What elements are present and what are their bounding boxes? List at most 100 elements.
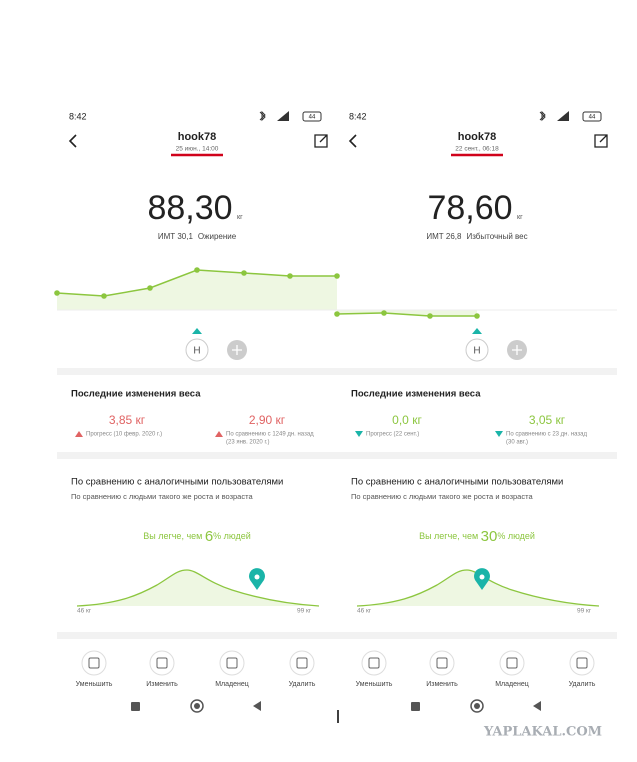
separator <box>57 452 337 459</box>
bmi-line: ИМТ 30,1 Ожирение <box>158 232 237 241</box>
action-label[interactable]: Уменьшить <box>76 681 113 688</box>
pin-icon <box>254 574 260 580</box>
marker-pointer <box>472 328 482 334</box>
marker-pointer <box>192 328 202 334</box>
history-point <box>147 285 153 291</box>
change-note: По сравнению с 1249 дн. назад <box>226 432 314 438</box>
result-text: % людей <box>497 531 535 541</box>
result-text: Вы легче, чем <box>143 531 205 541</box>
back-button[interactable] <box>68 134 77 148</box>
signal-icon <box>277 111 289 121</box>
history-point <box>101 293 107 299</box>
result-text: Вы легче, чем <box>419 531 481 541</box>
history-point <box>427 313 433 319</box>
battery <box>582 111 602 122</box>
change-note: Прогресс (22 сент.) <box>366 432 419 438</box>
change-value: 3,05 кг <box>529 413 566 427</box>
change-direction <box>215 431 223 437</box>
bmi-line: ИМТ 26,8 Избыточный вес <box>426 232 527 241</box>
add-icon <box>512 345 522 355</box>
action-label[interactable]: Удалить <box>569 681 596 688</box>
battery <box>302 111 322 122</box>
phone-screen: 8:42 44 hook78 22 сент., 06:18 78,60 кг ИМТ 26… <box>334 110 617 713</box>
separator <box>57 632 337 639</box>
change-value: 2,90 кг <box>249 413 286 427</box>
action-glyph <box>436 657 448 669</box>
add-icon <box>232 345 242 355</box>
separator <box>57 368 337 375</box>
result-percent: 30 <box>481 528 498 545</box>
action-icon[interactable] <box>149 650 175 676</box>
share-button[interactable] <box>594 134 608 148</box>
comparison-result: Вы легче, чем 6% людей <box>143 528 251 545</box>
user-marker[interactable] <box>465 338 489 362</box>
separator <box>337 632 617 639</box>
action-glyph <box>368 657 380 669</box>
history-point <box>54 290 60 296</box>
history-point <box>381 310 387 316</box>
status-time: 8:42 <box>349 111 367 121</box>
nav-recent[interactable] <box>131 702 140 711</box>
action-glyph <box>226 657 238 669</box>
range-min: 46 кг <box>77 608 92 615</box>
action-icon[interactable] <box>569 650 595 676</box>
action-icon[interactable] <box>361 650 387 676</box>
battery-level: 44 <box>309 115 316 121</box>
action-label[interactable]: Уменьшить <box>356 681 393 688</box>
action-icon[interactable] <box>289 650 315 676</box>
nav-home[interactable] <box>190 699 204 713</box>
action-icon[interactable] <box>81 650 107 676</box>
action-label[interactable]: Младенец <box>215 681 249 688</box>
nav-home-dot <box>194 703 200 709</box>
nav-back[interactable] <box>253 701 261 711</box>
nav-home-dot <box>474 703 480 709</box>
bluetooth-icon <box>259 110 266 122</box>
section-title: Последние изменения веса <box>71 389 201 400</box>
distribution-curve <box>76 569 320 607</box>
nav-back[interactable] <box>533 701 541 711</box>
action-glyph <box>156 657 168 669</box>
comparison-result: Вы легче, чем 30% людей <box>419 528 535 545</box>
range-max: 99 кг <box>297 608 312 615</box>
history-point <box>287 273 293 279</box>
nav-recent[interactable] <box>411 702 420 711</box>
measure-date: 22 сент., 06:18 <box>455 146 499 153</box>
action-icon[interactable] <box>499 650 525 676</box>
nav-home[interactable] <box>470 699 484 713</box>
range-min: 46 кг <box>357 608 372 615</box>
history-point <box>334 273 340 279</box>
phone-screen: 8:42 44 hook78 25 июн., 14:00 88,30 кг ИМТ 30,… <box>54 110 340 713</box>
bmi-category: Избыточный вес <box>466 232 527 241</box>
bmi: ИМТ 30,1 <box>158 232 194 241</box>
section-title: По сравнению с аналогичными пользователя… <box>71 477 283 488</box>
action-glyph <box>576 657 588 669</box>
change-value: 0,0 кг <box>392 413 422 427</box>
change-note: (30 авг.) <box>506 440 528 446</box>
result-text: % людей <box>213 531 251 541</box>
section-subtitle: По сравнению с людьми такого же роста и … <box>351 492 533 501</box>
user-name: hook78 <box>178 131 217 143</box>
action-icon[interactable] <box>429 650 455 676</box>
separator <box>337 368 617 375</box>
pin-icon <box>479 574 485 580</box>
weight-unit: кг <box>237 214 243 221</box>
history-line <box>336 312 477 317</box>
action-label[interactable]: Изменить <box>426 681 458 688</box>
share-button[interactable] <box>314 134 328 148</box>
action-label[interactable]: Удалить <box>289 681 316 688</box>
change-note: (23 янв. 2020 г.) <box>226 440 270 446</box>
back-button[interactable] <box>348 134 357 148</box>
change-direction <box>495 431 503 437</box>
bmi-category: Ожирение <box>198 232 237 241</box>
section-title: По сравнению с аналогичными пользователя… <box>351 477 563 488</box>
user-marker[interactable] <box>185 338 209 362</box>
history-area <box>57 270 337 310</box>
user-name: hook78 <box>458 131 497 143</box>
action-label[interactable]: Младенец <box>495 681 529 688</box>
action-label[interactable]: Изменить <box>146 681 178 688</box>
action-icon[interactable] <box>219 650 245 676</box>
separator <box>337 452 617 459</box>
weight-value: 78,60 <box>427 189 512 227</box>
section-title: Последние изменения веса <box>351 389 481 400</box>
